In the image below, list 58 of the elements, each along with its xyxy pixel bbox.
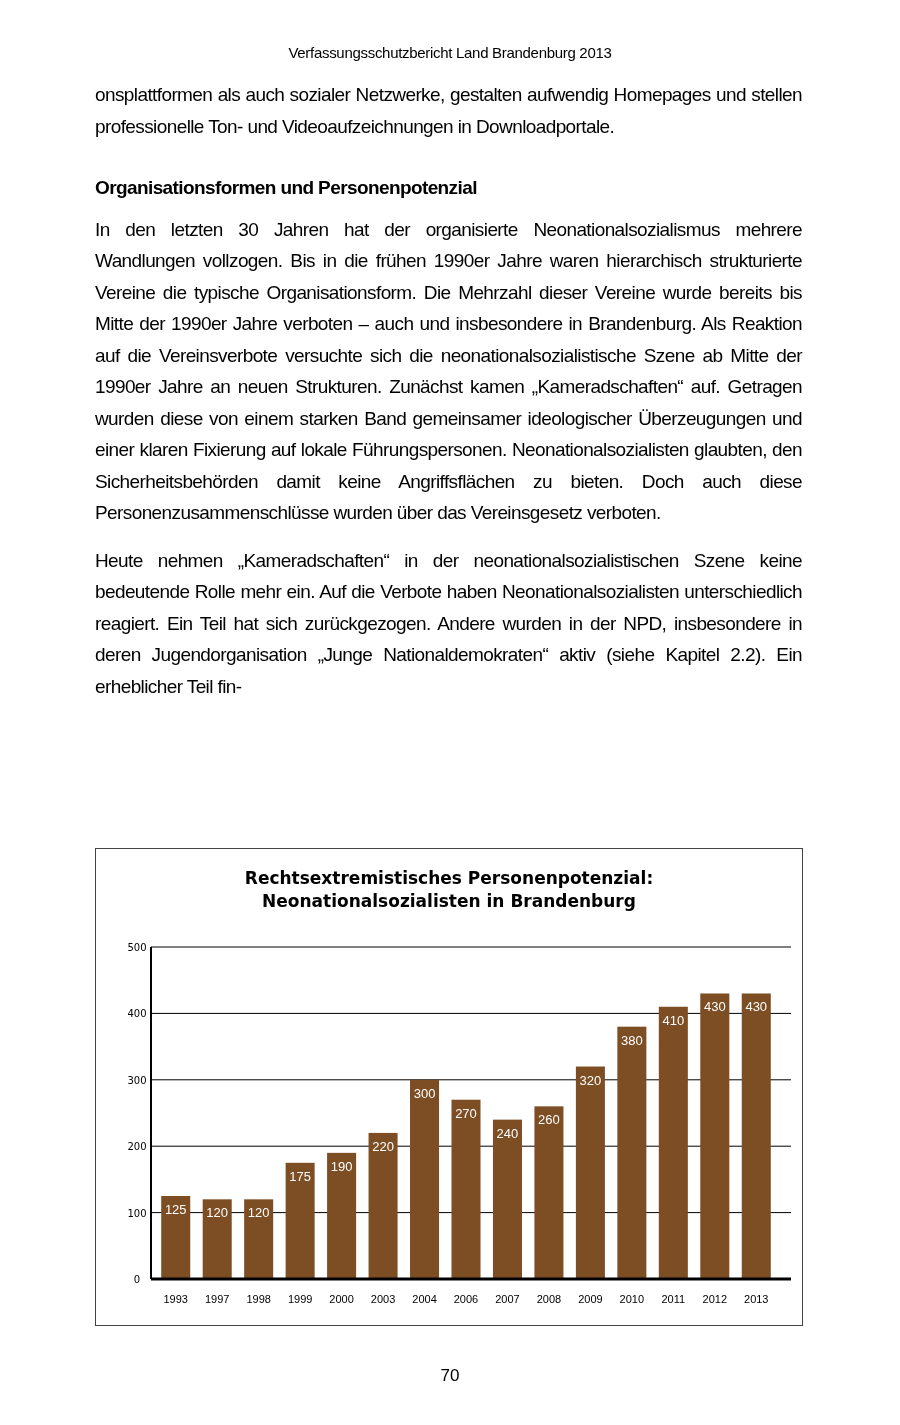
bar [202, 1199, 232, 1279]
data-label: 120 [247, 1205, 270, 1221]
bar [410, 1079, 440, 1279]
text: Organisationsformen und Personenpotenzial [95, 176, 478, 200]
text: In den letzten 30 Jahren hat der organisierte Neonationalsozialismus mehrere Wandlungen vollzogen. Bis in die frühen 1990er Jahre waren hierarchisch strukturierte Vereine die typische Organisationsform. Die Mehrzahl dieser Vereine wurde bereits bis Mitte der 1990er Jahre verboten – auch und insbesondere in Brandenburg. Als Reaktion auf die Vereinsverbote versuchte sich die neonationalsozialistische Szene ab Mitte der 1990er Jahre an neuen Strukturen. Zunächst kamen „Kameradschaften“ auf. Getragen wurden diese von einem starken Band gemeinsamer ideologischer Überzeugungen und einer klaren Fixierung auf lokale Führungspersonen. Neonationalsozialisten glaubten, den Sicherheitsbehörden damit keine Angriffsflächen zu bieten. Doch auch diese Personenzusammenschlüsse wurden über das Vereinsgesetz verboten. [95, 218, 802, 523]
bar [161, 1196, 191, 1279]
data-label: 380 [621, 1032, 643, 1048]
data-label: 120 [206, 1205, 229, 1221]
bar [368, 1132, 398, 1279]
x-tick-label: 2010 [619, 1293, 645, 1305]
data-label: 270 [455, 1105, 477, 1121]
data-label: 220 [372, 1138, 394, 1154]
x-tick-label: 2003 [370, 1293, 396, 1305]
x-tick-label: 1993 [163, 1293, 188, 1305]
bar [741, 993, 771, 1279]
x-tick-label: 1997 [204, 1293, 230, 1305]
bar [700, 993, 730, 1279]
y-tick-label: 200 [127, 1141, 147, 1153]
data-label: 410 [662, 1012, 685, 1028]
bar [575, 1066, 605, 1279]
y-tick-label: 400 [127, 1008, 147, 1020]
data-label: 300 [413, 1085, 436, 1101]
data-label: 260 [538, 1112, 560, 1128]
bar [244, 1199, 274, 1279]
x-tick-label: 2004 [412, 1293, 437, 1305]
x-tick-label: 2011 [661, 1293, 686, 1305]
bar [451, 1099, 481, 1279]
x-tick-label: 1998 [246, 1293, 271, 1305]
text: 70 [439, 1366, 461, 1386]
bar [285, 1162, 315, 1279]
bar [492, 1119, 522, 1279]
data-label: 430 [703, 999, 726, 1015]
x-tick-label: 2008 [536, 1293, 562, 1305]
y-tick-label: 500 [127, 942, 147, 953]
data-label: 430 [745, 999, 768, 1015]
data-label: 320 [579, 1072, 602, 1088]
x-tick-label: 2013 [744, 1293, 769, 1305]
x-tick-label: 2009 [578, 1293, 603, 1305]
x-tick-label: 2007 [495, 1293, 520, 1305]
text: Heute nehmen „Kameradschaften“ in der neonationalsozialistischen Szene keine bedeutende Rolle mehr ein. Auf die Verbote haben Neonationalsozialisten unterschiedlich reagiert. Ein Teil hat sich zurückgezogen. Andere wurden in der NPD, insbesondere in deren Jugendorganisation „Junge Nationaldemokraten“ aktiv (siehe Kapitel 2.2). Ein erheblicher Teil fin- [95, 548, 802, 699]
bar [658, 1006, 688, 1279]
x-tick-label: 2012 [702, 1293, 728, 1305]
data-label: 240 [496, 1125, 519, 1141]
x-tick-label: 1999 [287, 1293, 313, 1305]
bar [327, 1152, 357, 1279]
x-tick-label: 2006 [453, 1293, 479, 1305]
data-label: 190 [330, 1158, 353, 1174]
y-tick-label: 0 [133, 1274, 141, 1285]
bar [534, 1106, 564, 1279]
data-label: 175 [289, 1168, 311, 1184]
data-label: 125 [164, 1202, 187, 1217]
text: onsplattformen als auch sozialer Netzwerke, gestalten aufwendig Homepages und stellen professionelle Ton- und Videoaufzeichnungen in Downloadportale. [95, 83, 802, 139]
chart-title: Rechtsextremistisches Personenpotenzial: Neonationalsozialisten in Brandenburg [243, 867, 655, 913]
y-tick-label: 300 [127, 1074, 147, 1086]
y-tick-label: 100 [127, 1207, 147, 1219]
bar [617, 1026, 647, 1279]
x-tick-label: 2000 [329, 1293, 354, 1305]
text: Verfassungsschutzbericht Land Brandenburg 2013 [287, 44, 613, 61]
